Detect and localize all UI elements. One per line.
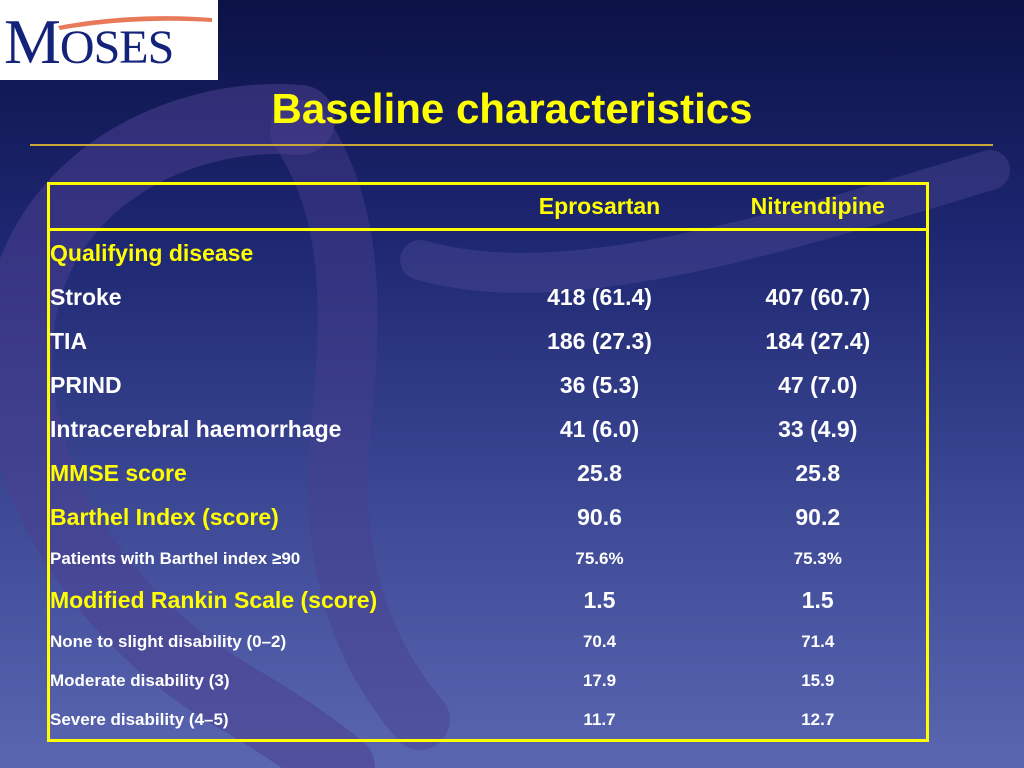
logo-swoosh-graphic — [58, 16, 212, 30]
moses-logo: MOSES — [0, 0, 218, 80]
eprosartan-value: 11.7 — [583, 709, 616, 729]
row-label: Intracerebral haemorrhage — [50, 415, 342, 442]
row-label: Qualifying disease — [50, 239, 254, 266]
table-row: Moderate disability (3) 17.9 15.9 — [49, 661, 928, 700]
table-row: MMSE score 25.8 25.8 — [49, 451, 928, 495]
nitrendipine-value: 90.2 — [795, 503, 841, 530]
row-label: MMSE score — [50, 459, 187, 486]
row-label: PRIND — [50, 371, 122, 398]
nitrendipine-value: 15.9 — [801, 670, 835, 690]
column-header-eprosartan: Eprosartan — [489, 183, 710, 231]
eprosartan-value — [490, 230, 710, 276]
title-divider — [30, 144, 993, 146]
nitrendipine-value: 1.5 — [801, 586, 834, 613]
table-row: Stroke 418 (61.4) 407 (60.7) — [49, 275, 928, 319]
table-row: TIA 186 (27.3) 184 (27.4) — [49, 319, 928, 363]
nitrendipine-value: 33 (4.9) — [778, 415, 858, 442]
eprosartan-value: 90.6 — [577, 503, 622, 530]
nitrendipine-value: 25.8 — [795, 459, 841, 486]
row-label: Barthel Index (score) — [50, 503, 279, 530]
eprosartan-value: 25.8 — [577, 459, 622, 486]
eprosartan-value: 41 (6.0) — [559, 415, 640, 442]
row-label: None to slight disability (0–2) — [50, 631, 287, 651]
table-row: Intracerebral haemorrhage 41 (6.0) 33 (4.9… — [49, 407, 928, 451]
nitrendipine-value — [710, 230, 928, 276]
eprosartan-value: 36 (5.3) — [559, 371, 640, 398]
eprosartan-value: 70.4 — [582, 631, 617, 651]
nitrendipine-value: 407 (60.7) — [765, 283, 871, 310]
nitrendipine-value: 75.3% — [793, 548, 842, 568]
nitrendipine-value: 71.4 — [801, 631, 835, 651]
eprosartan-value: 1.5 — [583, 586, 616, 613]
table-row: Severe disability (4–5) 11.7 12.7 — [49, 700, 928, 741]
eprosartan-value: 17.9 — [582, 670, 617, 690]
row-label: Patients with Barthel index ≥90 — [50, 548, 301, 568]
slide-title: Baseline characteristics — [271, 85, 753, 132]
row-label: TIA — [50, 327, 88, 354]
table-row: Qualifying disease — [49, 230, 928, 276]
table-row: Patients with Barthel index ≥90 75.6% 75.3… — [49, 539, 928, 578]
table-body: Qualifying disease Stroke 418 (61.4) 407 (6… — [49, 230, 928, 741]
eprosartan-value: 75.6% — [575, 548, 624, 568]
row-label: Stroke — [50, 283, 122, 310]
eprosartan-value: 418 (61.4) — [547, 283, 652, 310]
eprosartan-value: 186 (27.3) — [547, 327, 652, 354]
logo-wordmark: MOSES — [4, 6, 174, 77]
table-row: PRIND 36 (5.3) 47 (7.0) — [49, 363, 928, 407]
row-label: Moderate disability (3) — [50, 670, 230, 690]
nitrendipine-value: 184 (27.4) — [765, 327, 871, 354]
nitrendipine-value: 47 (7.0) — [778, 371, 858, 398]
baseline-characteristics-table: Eprosartan Nitrendipine Qualifying disea… — [47, 182, 929, 742]
row-label: Modified Rankin Scale (score) — [50, 586, 378, 613]
header-blank — [48, 183, 490, 231]
table-row: Barthel Index (score) 90.6 90.2 — [49, 495, 928, 539]
table-row: None to slight disability (0–2) 70.4 71.4 — [49, 622, 928, 661]
table-header-row: Eprosartan Nitrendipine — [48, 183, 928, 231]
nitrendipine-value: 12.7 — [801, 709, 835, 729]
table-row: Modified Rankin Scale (score) 1.5 1.5 — [49, 578, 928, 622]
column-header-nitrendipine: Nitrendipine — [709, 183, 928, 231]
row-label: Severe disability (4–5) — [50, 709, 229, 729]
